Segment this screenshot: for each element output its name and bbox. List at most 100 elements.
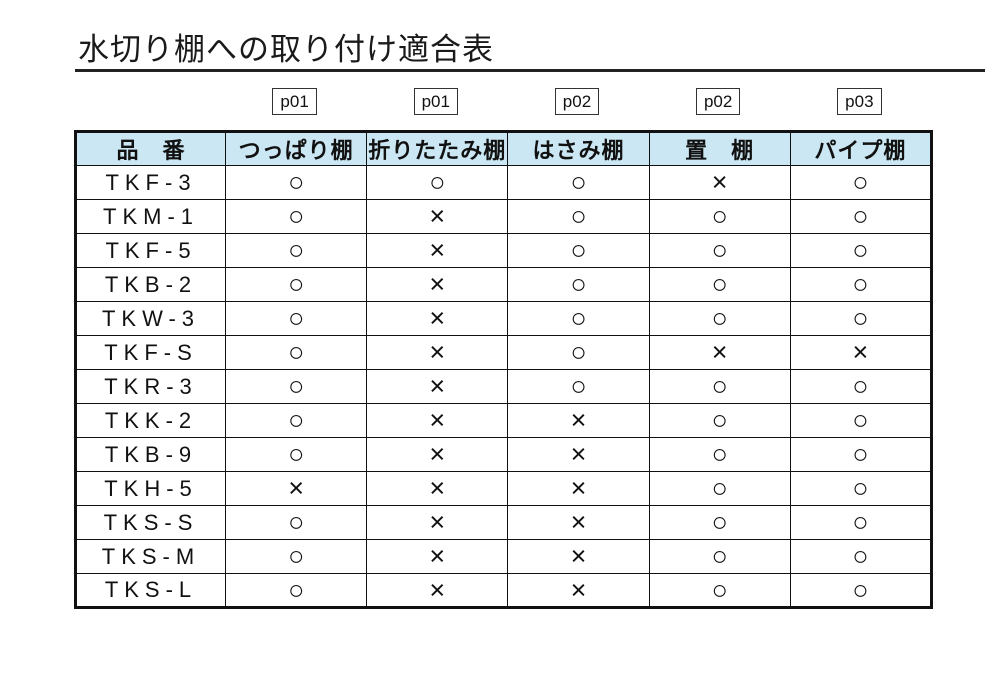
incompatible-mark: × <box>366 539 509 574</box>
compatible-mark: ○ <box>789 539 932 574</box>
table-row: TKR-3 ○ × ○ ○ ○ <box>75 369 932 404</box>
column-header: 置 棚 <box>648 131 791 166</box>
column-header: はさみ棚 <box>507 131 650 166</box>
page-ref-cell: p01 <box>365 88 506 115</box>
compatible-mark: ○ <box>789 437 932 472</box>
compatible-mark: ○ <box>507 369 650 404</box>
compatible-mark: ○ <box>648 437 791 472</box>
incompatible-mark: × <box>507 539 650 574</box>
incompatible-mark: × <box>789 335 932 370</box>
column-header: パイプ棚 <box>789 131 932 166</box>
page-ref-label: p03 <box>837 88 882 115</box>
table-header-row: 品 番つっぱり棚 折りたたみ棚 はさみ棚置 棚パイプ棚 <box>75 131 932 166</box>
compatible-mark: ○ <box>648 573 791 608</box>
table-row: TKK-2 ○ × × ○ ○ <box>75 403 932 438</box>
compatible-mark: ○ <box>507 233 650 268</box>
incompatible-mark: × <box>507 505 650 540</box>
item-code: TKM-1 <box>75 199 226 234</box>
incompatible-mark: × <box>507 573 650 608</box>
incompatible-mark: × <box>366 505 509 540</box>
compatible-mark: ○ <box>224 437 368 472</box>
incompatible-mark: × <box>366 335 509 370</box>
incompatible-mark: × <box>648 165 791 200</box>
compatible-mark: ○ <box>789 505 932 540</box>
compatible-mark: ○ <box>224 335 368 370</box>
page-ref-cell: p02 <box>506 88 647 115</box>
compatible-mark: ○ <box>648 267 791 302</box>
compatible-mark: ○ <box>648 471 791 506</box>
item-code: TKS-L <box>75 573 226 608</box>
compatible-mark: ○ <box>224 403 368 438</box>
compatible-mark: ○ <box>507 267 650 302</box>
incompatible-mark: × <box>366 573 509 608</box>
compatible-mark: ○ <box>789 267 932 302</box>
table-row: TKS-L ○ × × ○ ○ <box>75 573 932 608</box>
incompatible-mark: × <box>507 437 650 472</box>
compatible-mark: ○ <box>789 199 932 234</box>
compatible-mark: ○ <box>224 165 368 200</box>
compatible-mark: ○ <box>224 539 368 574</box>
page-ref-spacer <box>74 88 224 115</box>
item-code: TKS-S <box>75 505 226 540</box>
table-row: TKH-5 × × × ○ ○ <box>75 471 932 506</box>
compatible-mark: ○ <box>648 199 791 234</box>
incompatible-mark: × <box>366 403 509 438</box>
incompatible-mark: × <box>366 369 509 404</box>
item-code: TKF-S <box>75 335 226 370</box>
compatible-mark: ○ <box>648 233 791 268</box>
table-row: TKF-S ○ × ○ × × <box>75 335 932 370</box>
table-row: TKS-S ○ × × ○ ○ <box>75 505 932 540</box>
compatibility-table: 品 番つっぱり棚 折りたたみ棚 はさみ棚置 棚パイプ棚 TKF-3 ○ ○ ○ × ○ TKM-… <box>74 130 933 609</box>
table-row: TKB-2 ○ × ○ ○ ○ <box>75 267 932 302</box>
table-row: TKW-3 ○ × ○ ○ ○ <box>75 301 932 336</box>
compatible-mark: ○ <box>789 403 932 438</box>
item-code: TKR-3 <box>75 369 226 404</box>
page-ref-cell: p01 <box>224 88 365 115</box>
item-code: TKW-3 <box>75 301 226 336</box>
compatible-mark: ○ <box>507 199 650 234</box>
compatible-mark: ○ <box>648 301 791 336</box>
table-row: TKS-M ○ × × ○ ○ <box>75 539 932 574</box>
page-ref-label: p01 <box>413 88 458 115</box>
incompatible-mark: × <box>366 199 509 234</box>
item-code: TKF-5 <box>75 233 226 268</box>
incompatible-mark: × <box>366 301 509 336</box>
page-ref-cell: p02 <box>648 88 789 115</box>
page-ref-cell: p03 <box>789 88 930 115</box>
column-header: つっぱり棚 <box>224 131 368 166</box>
compatible-mark: ○ <box>224 505 368 540</box>
compatible-mark: ○ <box>224 233 368 268</box>
table-row: TKF-3 ○ ○ ○ × ○ <box>75 165 932 200</box>
incompatible-mark: × <box>507 403 650 438</box>
item-code: TKF-3 <box>75 165 226 200</box>
incompatible-mark: × <box>366 233 509 268</box>
page-title: 水切り棚への取り付け適合表 <box>78 32 494 67</box>
compatible-mark: ○ <box>224 573 368 608</box>
compatible-mark: ○ <box>789 233 932 268</box>
compatible-mark: ○ <box>789 573 932 608</box>
column-header: 品 番 <box>75 131 226 166</box>
item-code: TKH-5 <box>75 471 226 506</box>
compatible-mark: ○ <box>648 505 791 540</box>
compatible-mark: ○ <box>507 335 650 370</box>
incompatible-mark: × <box>507 471 650 506</box>
compatible-mark: ○ <box>789 471 932 506</box>
incompatible-mark: × <box>366 437 509 472</box>
table-body: TKF-3 ○ ○ ○ × ○ TKM-1 ○ × ○ ○ ○ TKF-5 ○ × ○ ○ ○ TKB-2 ○ × ○ ○ ○… <box>75 165 932 608</box>
compatible-mark: ○ <box>648 539 791 574</box>
compatible-mark: ○ <box>789 165 932 200</box>
incompatible-mark: × <box>648 335 791 370</box>
compatible-mark: ○ <box>507 165 650 200</box>
incompatible-mark: × <box>366 471 509 506</box>
page-ref-row: p01 p01 p02 p02 p03 <box>74 88 930 115</box>
table-row: TKF-5 ○ × ○ ○ ○ <box>75 233 932 268</box>
item-code: TKK-2 <box>75 403 226 438</box>
compatible-mark: ○ <box>224 369 368 404</box>
page-ref-label: p02 <box>695 88 741 115</box>
title-underline <box>75 69 985 72</box>
compatible-mark: ○ <box>789 301 932 336</box>
table-row: TKB-9 ○ × × ○ ○ <box>75 437 932 472</box>
item-code: TKS-M <box>75 539 226 574</box>
item-code: TKB-9 <box>75 437 226 472</box>
